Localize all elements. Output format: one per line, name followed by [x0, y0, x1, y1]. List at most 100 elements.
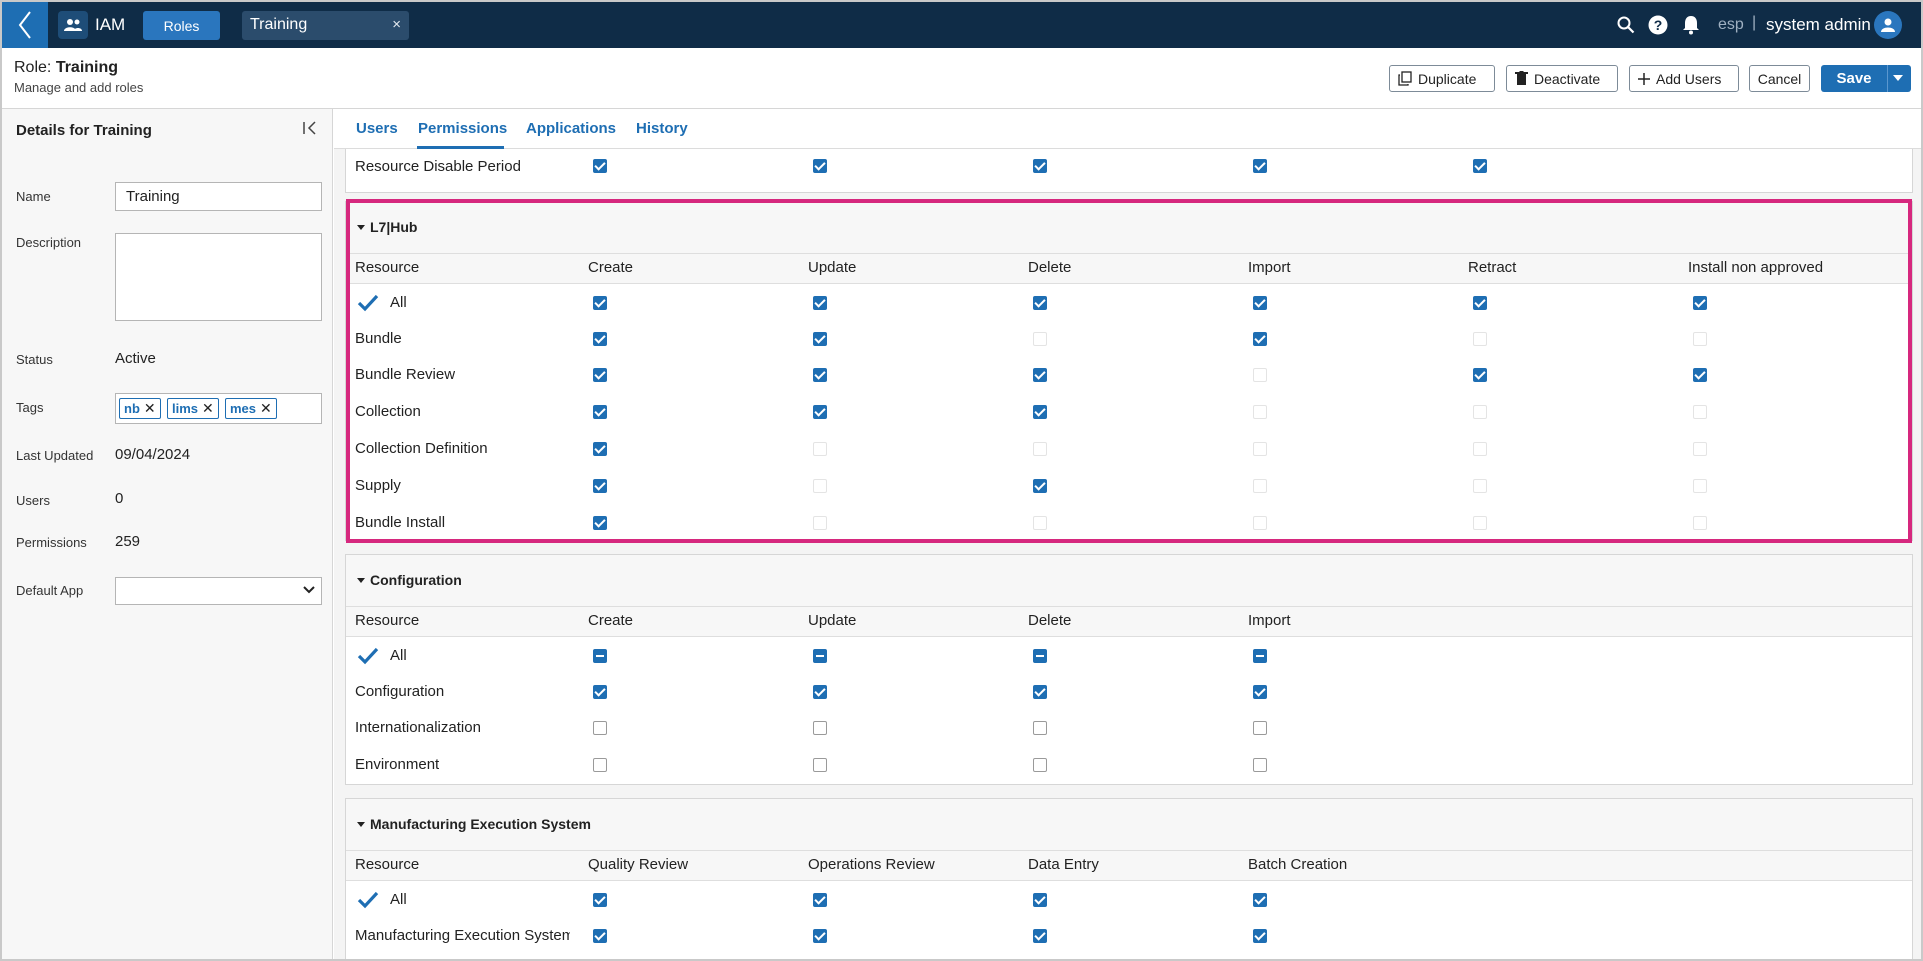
back-button[interactable]	[2, 2, 48, 48]
permission-checkbox[interactable]	[813, 893, 827, 907]
duplicate-button[interactable]: Duplicate	[1389, 65, 1495, 92]
permission-checkbox[interactable]	[593, 405, 607, 419]
user-name[interactable]: system admin	[1766, 15, 1871, 34]
name-field[interactable]: Training	[115, 182, 322, 211]
permission-checkbox[interactable]	[1253, 159, 1267, 173]
document-tab-training[interactable]: Training ×	[242, 11, 409, 40]
permission-checkbox[interactable]	[813, 649, 827, 663]
permission-checkbox[interactable]	[1693, 368, 1707, 382]
document-tab-label: Training	[250, 16, 308, 33]
cancel-button[interactable]: Cancel	[1749, 65, 1810, 92]
row-label: Collection	[355, 403, 421, 420]
permission-checkbox[interactable]	[813, 159, 827, 173]
permission-checkbox[interactable]	[593, 758, 607, 772]
section-header[interactable]: Configuration	[346, 555, 1912, 607]
permission-checkbox[interactable]	[1253, 758, 1267, 772]
remove-tag-icon[interactable]: ✕	[143, 400, 156, 416]
tab-history[interactable]: History	[636, 120, 688, 137]
permission-checkbox[interactable]	[1033, 649, 1047, 663]
help-icon[interactable]: ?	[1647, 14, 1669, 36]
permission-checkbox[interactable]	[1033, 296, 1047, 310]
permission-checkbox[interactable]	[593, 516, 607, 530]
permission-checkbox[interactable]	[593, 442, 607, 456]
add-users-button[interactable]: Add Users	[1629, 65, 1739, 92]
permission-checkbox[interactable]	[1693, 296, 1707, 310]
permission-checkbox[interactable]	[1253, 721, 1267, 735]
permission-checkbox[interactable]	[593, 893, 607, 907]
permission-checkbox[interactable]	[813, 721, 827, 735]
permission-checkbox[interactable]	[593, 929, 607, 943]
column-header: Create	[588, 259, 634, 276]
column-header-row: Resource Create Update Delete Import	[346, 607, 1912, 637]
caret-down-icon[interactable]	[1893, 75, 1903, 81]
caret-down-icon[interactable]	[357, 822, 365, 827]
avatar[interactable]	[1874, 11, 1902, 39]
permission-checkbox[interactable]	[593, 685, 607, 699]
permission-checkbox[interactable]	[1033, 479, 1047, 493]
permission-checkbox[interactable]	[593, 368, 607, 382]
permission-checkbox[interactable]	[1473, 368, 1487, 382]
permission-checkbox[interactable]	[1253, 332, 1267, 346]
permission-checkbox[interactable]	[1033, 405, 1047, 419]
permission-checkbox[interactable]	[1033, 758, 1047, 772]
page-subtitle: Manage and add roles	[14, 80, 144, 95]
description-field[interactable]	[115, 233, 322, 321]
permission-checkbox[interactable]	[593, 479, 607, 493]
permission-checkbox[interactable]	[813, 758, 827, 772]
caret-down-icon[interactable]	[357, 225, 365, 230]
permission-checkbox[interactable]	[813, 332, 827, 346]
permission-checkbox[interactable]	[1253, 685, 1267, 699]
checkmark-icon	[357, 647, 379, 665]
permission-checkbox[interactable]	[1253, 296, 1267, 310]
save-button[interactable]: Save	[1836, 70, 1872, 87]
permission-checkbox[interactable]	[1033, 159, 1047, 173]
permission-checkbox[interactable]	[1033, 685, 1047, 699]
plus-icon	[1638, 72, 1650, 85]
deactivate-button[interactable]: Deactivate	[1506, 65, 1618, 92]
permission-checkbox[interactable]	[1033, 721, 1047, 735]
tab-users[interactable]: Users	[356, 120, 398, 137]
default-app-select[interactable]	[115, 577, 322, 605]
permission-checkbox[interactable]	[593, 649, 607, 663]
permission-checkbox	[1253, 442, 1267, 456]
nav-tab-roles[interactable]: Roles	[143, 11, 220, 40]
bell-icon[interactable]	[1680, 14, 1702, 36]
remove-tag-icon[interactable]: ✕	[260, 400, 272, 416]
permission-checkbox[interactable]	[813, 685, 827, 699]
permission-checkbox[interactable]	[1033, 368, 1047, 382]
details-panel: Details for Training Name Training Descr…	[2, 109, 333, 959]
table-row: Manufacturing Execution System	[346, 918, 1912, 954]
permission-checkbox[interactable]	[1253, 929, 1267, 943]
table-row: Bundle	[346, 321, 1912, 357]
permission-checkbox[interactable]	[1473, 296, 1487, 310]
table-row: Collection	[346, 394, 1912, 431]
permission-checkbox[interactable]	[593, 159, 607, 173]
tab-permissions[interactable]: Permissions	[418, 120, 508, 137]
permission-checkbox[interactable]	[813, 296, 827, 310]
remove-tag-icon[interactable]: ✕	[202, 400, 214, 416]
permissions-section-tail: Resource Disable Period	[345, 149, 1913, 193]
language-switch[interactable]: esp	[1718, 16, 1744, 33]
last-updated-label: Last Updated	[16, 448, 94, 463]
permission-checkbox[interactable]	[1473, 159, 1487, 173]
permission-checkbox[interactable]	[1253, 649, 1267, 663]
caret-down-icon[interactable]	[357, 578, 365, 583]
permission-checkbox[interactable]	[1253, 893, 1267, 907]
permission-checkbox[interactable]	[813, 405, 827, 419]
section-header[interactable]: L7|Hub	[346, 202, 1912, 254]
search-icon[interactable]	[1615, 14, 1637, 36]
permission-checkbox[interactable]	[593, 296, 607, 310]
section-header[interactable]: Manufacturing Execution System	[346, 799, 1912, 851]
tag-chip: mes ✕	[225, 398, 277, 419]
collapse-panel-icon[interactable]	[302, 121, 318, 140]
permission-checkbox[interactable]	[813, 929, 827, 943]
permission-checkbox[interactable]	[813, 368, 827, 382]
permission-checkbox[interactable]	[593, 721, 607, 735]
permission-checkbox[interactable]	[1033, 929, 1047, 943]
tags-input[interactable]: nb ✕ lims ✕ mes ✕	[115, 393, 322, 424]
permission-checkbox	[813, 442, 827, 456]
tab-applications[interactable]: Applications	[526, 120, 617, 137]
permission-checkbox[interactable]	[593, 332, 607, 346]
permission-checkbox[interactable]	[1033, 893, 1047, 907]
close-icon[interactable]: ×	[392, 16, 401, 33]
